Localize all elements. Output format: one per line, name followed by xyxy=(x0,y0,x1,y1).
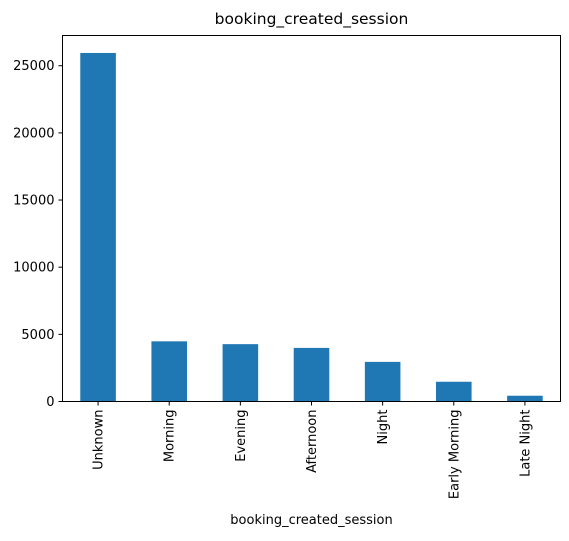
x-tick-label: Unknown xyxy=(92,410,107,470)
x-tick-label: Late Night xyxy=(518,410,533,477)
y-tick-label: 15000 xyxy=(13,194,54,209)
y-tick-label: 5000 xyxy=(21,328,54,343)
bar-late-night xyxy=(507,395,543,402)
x-tick-label: Evening xyxy=(234,410,249,462)
y-tick-label: 10000 xyxy=(13,261,54,276)
x-tick-label: Early Morning xyxy=(447,410,462,500)
y-tick-label: 0 xyxy=(46,395,54,410)
x-tick-label: Night xyxy=(376,410,391,445)
x-axis: Unknown Morning Evening Afternoon Night Early… xyxy=(92,401,533,500)
x-tick-label: Morning xyxy=(163,410,178,463)
bars-group xyxy=(80,52,543,402)
bar-early-morning xyxy=(436,381,472,402)
y-axis: 0 5000 10000 15000 20000 25000 xyxy=(13,59,63,410)
y-tick-label: 20000 xyxy=(13,126,54,141)
x-axis-label: booking_created_session xyxy=(230,513,392,528)
bar-afternoon xyxy=(293,347,330,402)
y-tick-label: 25000 xyxy=(13,59,54,74)
bar-morning xyxy=(151,341,187,402)
bar-evening xyxy=(222,344,259,402)
chart-title: booking_created_session xyxy=(215,10,409,29)
bar-unknown xyxy=(80,52,116,402)
x-tick-label: Afternoon xyxy=(305,410,320,473)
plot-frame xyxy=(62,35,561,402)
bar-night xyxy=(364,361,401,402)
